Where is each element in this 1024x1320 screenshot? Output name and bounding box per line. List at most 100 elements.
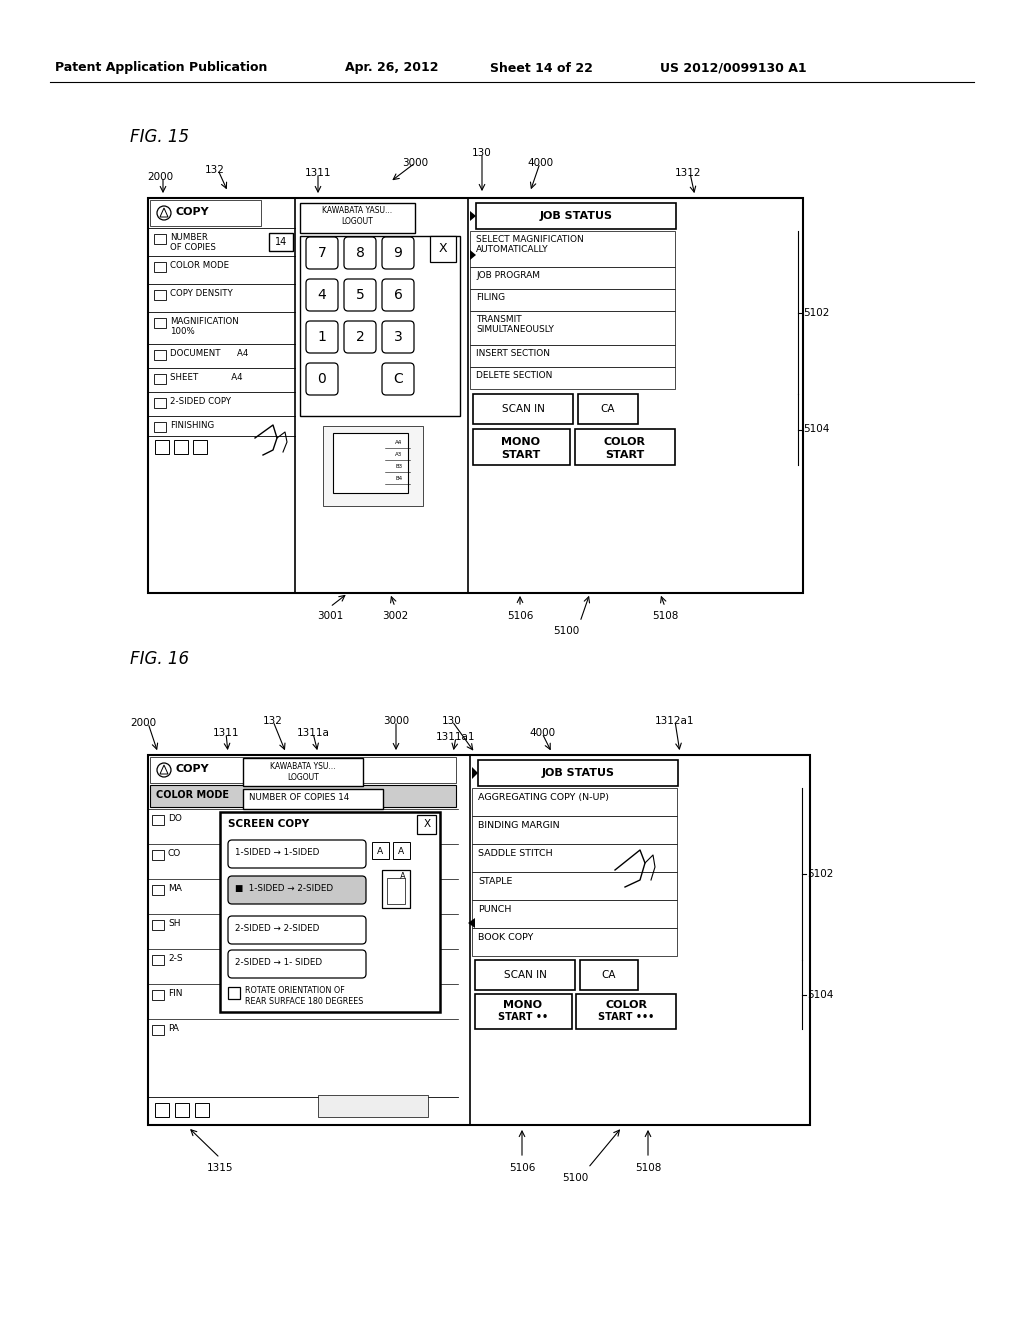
- Bar: [472, 928, 677, 956]
- Bar: [470, 312, 675, 345]
- Text: 9: 9: [393, 246, 402, 260]
- Bar: [152, 884, 164, 895]
- Text: 0: 0: [317, 372, 327, 385]
- Bar: [155, 440, 169, 454]
- Text: COLOR MODE: COLOR MODE: [156, 789, 229, 800]
- Bar: [150, 756, 456, 783]
- Text: MAGNIFICATION
100%: MAGNIFICATION 100%: [170, 317, 239, 337]
- Text: DOCUMENT      A4: DOCUMENT A4: [170, 348, 249, 358]
- Text: 2-SIDED → 2-SIDED: 2-SIDED → 2-SIDED: [234, 924, 319, 933]
- Text: 3000: 3000: [402, 158, 428, 168]
- Bar: [228, 987, 240, 999]
- Bar: [323, 426, 423, 506]
- Text: 1311: 1311: [305, 168, 331, 178]
- FancyBboxPatch shape: [382, 279, 414, 312]
- Text: 5100: 5100: [562, 1173, 588, 1183]
- Text: 4000: 4000: [529, 729, 555, 738]
- Text: 1315: 1315: [207, 1163, 233, 1173]
- Bar: [472, 843, 677, 873]
- Bar: [269, 234, 293, 251]
- Bar: [393, 842, 410, 859]
- Bar: [154, 399, 166, 408]
- Text: ROTATE ORIENTATION OF: ROTATE ORIENTATION OF: [245, 986, 345, 995]
- Text: JOB STATUS: JOB STATUS: [540, 211, 612, 220]
- Bar: [152, 920, 164, 931]
- Text: PA: PA: [168, 1024, 179, 1034]
- Text: 7: 7: [317, 246, 327, 260]
- Text: A3: A3: [395, 451, 402, 457]
- Text: COLOR: COLOR: [604, 437, 646, 447]
- Polygon shape: [470, 249, 476, 260]
- Text: A: A: [398, 847, 404, 855]
- Text: 2000: 2000: [146, 172, 173, 182]
- Bar: [478, 760, 678, 785]
- Bar: [473, 393, 573, 424]
- Text: Sheet 14 of 22: Sheet 14 of 22: [490, 62, 593, 74]
- Text: 2: 2: [355, 330, 365, 345]
- Polygon shape: [472, 767, 478, 779]
- Bar: [155, 1104, 169, 1117]
- Bar: [476, 203, 676, 228]
- Text: US 2012/0099130 A1: US 2012/0099130 A1: [660, 62, 807, 74]
- FancyBboxPatch shape: [228, 950, 366, 978]
- Text: SCAN IN: SCAN IN: [502, 404, 545, 414]
- Text: 5: 5: [355, 288, 365, 302]
- Text: COLOR: COLOR: [605, 1001, 647, 1010]
- Text: KAWABATA YSU...: KAWABATA YSU...: [270, 762, 336, 771]
- Text: 5100: 5100: [553, 626, 580, 636]
- Text: 5108: 5108: [652, 611, 678, 620]
- Text: START: START: [605, 450, 645, 459]
- Text: SH: SH: [168, 919, 180, 928]
- Text: X: X: [438, 243, 447, 256]
- Text: 5104: 5104: [807, 990, 834, 999]
- Text: 130: 130: [442, 715, 462, 726]
- Bar: [318, 1096, 428, 1117]
- Bar: [154, 318, 166, 327]
- Text: 6: 6: [393, 288, 402, 302]
- Text: JOB STATUS: JOB STATUS: [542, 768, 614, 777]
- Text: LOGOUT: LOGOUT: [287, 774, 318, 781]
- Bar: [472, 873, 677, 900]
- Text: 5102: 5102: [807, 869, 834, 879]
- Bar: [372, 842, 389, 859]
- Text: 3001: 3001: [316, 611, 343, 620]
- Bar: [470, 289, 675, 312]
- Text: MONO: MONO: [502, 437, 541, 447]
- Text: REAR SURFACE 180 DEGREES: REAR SURFACE 180 DEGREES: [245, 997, 364, 1006]
- Text: 3000: 3000: [383, 715, 409, 726]
- Text: 4: 4: [317, 288, 327, 302]
- Text: CA: CA: [602, 970, 616, 979]
- Text: 5104: 5104: [803, 425, 829, 434]
- Bar: [575, 994, 676, 1030]
- Text: INSERT SECTION: INSERT SECTION: [476, 348, 550, 358]
- Bar: [154, 374, 166, 384]
- FancyBboxPatch shape: [228, 876, 366, 904]
- Bar: [148, 755, 810, 1125]
- Text: FIG. 15: FIG. 15: [130, 128, 189, 147]
- Bar: [154, 261, 166, 272]
- Bar: [470, 267, 675, 289]
- Text: NUMBER
OF COPIES: NUMBER OF COPIES: [170, 234, 216, 252]
- Text: 3: 3: [393, 330, 402, 345]
- Text: 5106: 5106: [509, 1163, 536, 1173]
- Bar: [150, 785, 456, 807]
- Bar: [174, 440, 188, 454]
- Text: SADDLE STITCH: SADDLE STITCH: [478, 849, 553, 858]
- Text: FINISHING: FINISHING: [170, 421, 214, 430]
- Bar: [195, 1104, 209, 1117]
- Polygon shape: [470, 211, 476, 220]
- Text: C: C: [393, 372, 402, 385]
- Text: B4: B4: [395, 477, 402, 480]
- Text: B3: B3: [395, 465, 402, 469]
- Text: SELECT MAGNIFICATION
AUTOMATICALLY: SELECT MAGNIFICATION AUTOMATICALLY: [476, 235, 584, 255]
- Text: MONO: MONO: [504, 1001, 543, 1010]
- Text: SCAN IN: SCAN IN: [504, 970, 547, 979]
- FancyBboxPatch shape: [306, 238, 338, 269]
- Text: 132: 132: [263, 715, 283, 726]
- Text: 3002: 3002: [382, 611, 409, 620]
- Text: 132: 132: [205, 165, 225, 176]
- Bar: [152, 954, 164, 965]
- Text: FILING: FILING: [476, 293, 505, 302]
- FancyBboxPatch shape: [382, 321, 414, 352]
- Bar: [152, 850, 164, 861]
